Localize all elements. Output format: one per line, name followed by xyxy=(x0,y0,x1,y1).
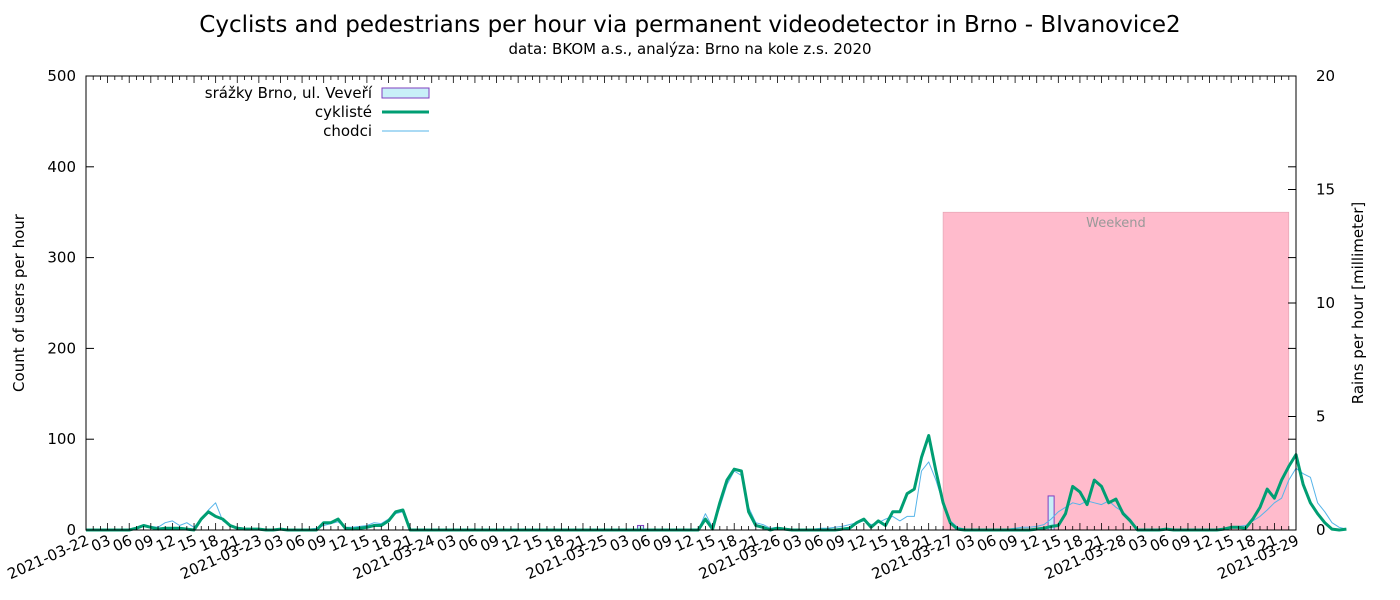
weekend-label: Weekend xyxy=(1086,216,1146,231)
x-tick-label: 09 xyxy=(477,531,502,555)
chart-title: Cyclists and pedestrians per hour via pe… xyxy=(199,12,1181,38)
x-tick-label: 12 xyxy=(1018,531,1043,555)
weekend-band xyxy=(942,211,1290,531)
x-tick-label: 15 xyxy=(693,531,718,555)
y2-tick-label: 15 xyxy=(1316,181,1335,199)
x-tick-label: 15 xyxy=(1212,531,1237,555)
x-tick-label: 15 xyxy=(348,531,373,555)
y-tick-label: 0 xyxy=(66,521,76,539)
x-tick-label: 03 xyxy=(434,531,459,555)
y-tick-label: 300 xyxy=(47,249,76,267)
x-tick-label: 06 xyxy=(456,531,481,555)
x-tick-label: 03 xyxy=(780,531,805,555)
x-tick-label: 06 xyxy=(110,531,135,555)
weekend-band-layer: Weekend xyxy=(942,211,1290,531)
x-tick-label: 12 xyxy=(499,531,524,555)
y-axis-label: Count of users per hour xyxy=(10,213,28,392)
y-tick-label: 400 xyxy=(47,158,76,176)
x-tick-label: 06 xyxy=(629,531,654,555)
y-tick-label: 100 xyxy=(47,430,76,448)
x-tick-label: 06 xyxy=(283,531,308,555)
x-tick-label: 09 xyxy=(132,531,157,555)
legend-label: srážky Brno, ul. Veveří xyxy=(205,84,373,102)
x-tick-label: 09 xyxy=(996,531,1021,555)
x-tick-label: 15 xyxy=(521,531,546,555)
x-tick-label: 06 xyxy=(802,531,827,555)
x-tick-label: 12 xyxy=(845,531,870,555)
x-tick-label: 06 xyxy=(974,531,999,555)
x-tick-label: 12 xyxy=(326,531,351,555)
x-tick-label: 15 xyxy=(1039,531,1064,555)
x-tick-label: 03 xyxy=(88,531,113,555)
x-tick-label: 12 xyxy=(153,531,178,555)
x-tick-label: 09 xyxy=(650,531,675,555)
x-tick-label: 09 xyxy=(305,531,330,555)
x-tick-label: 03 xyxy=(261,531,286,555)
y2-axis-label: Rains per hour [millimeter] xyxy=(1349,202,1367,404)
x-tick-label: 12 xyxy=(1190,531,1215,555)
x-tick-label: 09 xyxy=(1169,531,1194,555)
x-tick-label: 03 xyxy=(953,531,978,555)
x-tick-label: 15 xyxy=(866,531,891,555)
legend-label: cyklisté xyxy=(315,103,372,121)
y-tick-label: 200 xyxy=(47,339,76,357)
legend-label: chodci xyxy=(323,122,372,140)
x-tick-label: 09 xyxy=(823,531,848,555)
x-tick-label: 15 xyxy=(175,531,200,555)
y-tick-label: 500 xyxy=(47,67,76,85)
x-tick-label: 06 xyxy=(1147,531,1172,555)
legend-swatch-rain xyxy=(381,87,430,99)
x-tick-label: 03 xyxy=(1126,531,1151,555)
y2-tick-label: 5 xyxy=(1316,408,1326,426)
x-tick-label: 2021-03-22 xyxy=(5,531,92,583)
y2-tick-label: 20 xyxy=(1316,67,1335,85)
y2-tick-label: 0 xyxy=(1316,521,1326,539)
y2-tick-label: 10 xyxy=(1316,294,1335,312)
x-tick-label: 12 xyxy=(672,531,697,555)
chart-subtitle: data: BKOM a.s., analýza: Brno na kole z… xyxy=(508,40,872,58)
x-tick-label: 03 xyxy=(607,531,632,555)
